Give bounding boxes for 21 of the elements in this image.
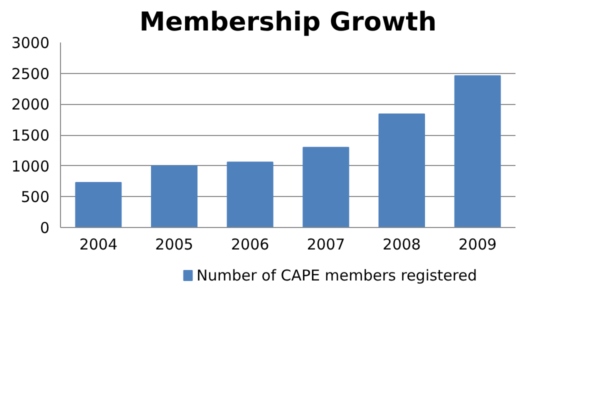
bar [302, 146, 350, 228]
y-tick-label: 1500 [11, 126, 50, 144]
legend-label: Number of CAPE members registered [196, 266, 477, 284]
bar [151, 165, 198, 228]
bar [454, 75, 501, 228]
x-tick-label: 2005 [155, 236, 194, 254]
y-tick-label: 2000 [11, 96, 50, 114]
y-tick-label: 1000 [11, 157, 50, 176]
y-tick-label: 0 [40, 219, 50, 237]
bar [378, 114, 425, 228]
bar [226, 162, 274, 228]
x-tick-label: 2006 [230, 236, 270, 254]
x-tick-label: 2008 [382, 236, 421, 254]
bar [75, 182, 122, 228]
chart-title: Membership Growth [139, 8, 437, 38]
x-tick-label: 2009 [458, 236, 497, 254]
y-tick-label: 500 [20, 188, 50, 206]
y-tick-label: 2500 [11, 64, 50, 83]
x-tick-label: 2007 [306, 236, 346, 254]
y-tick-label: 3000 [11, 34, 50, 52]
x-tick-label: 2004 [79, 236, 118, 254]
